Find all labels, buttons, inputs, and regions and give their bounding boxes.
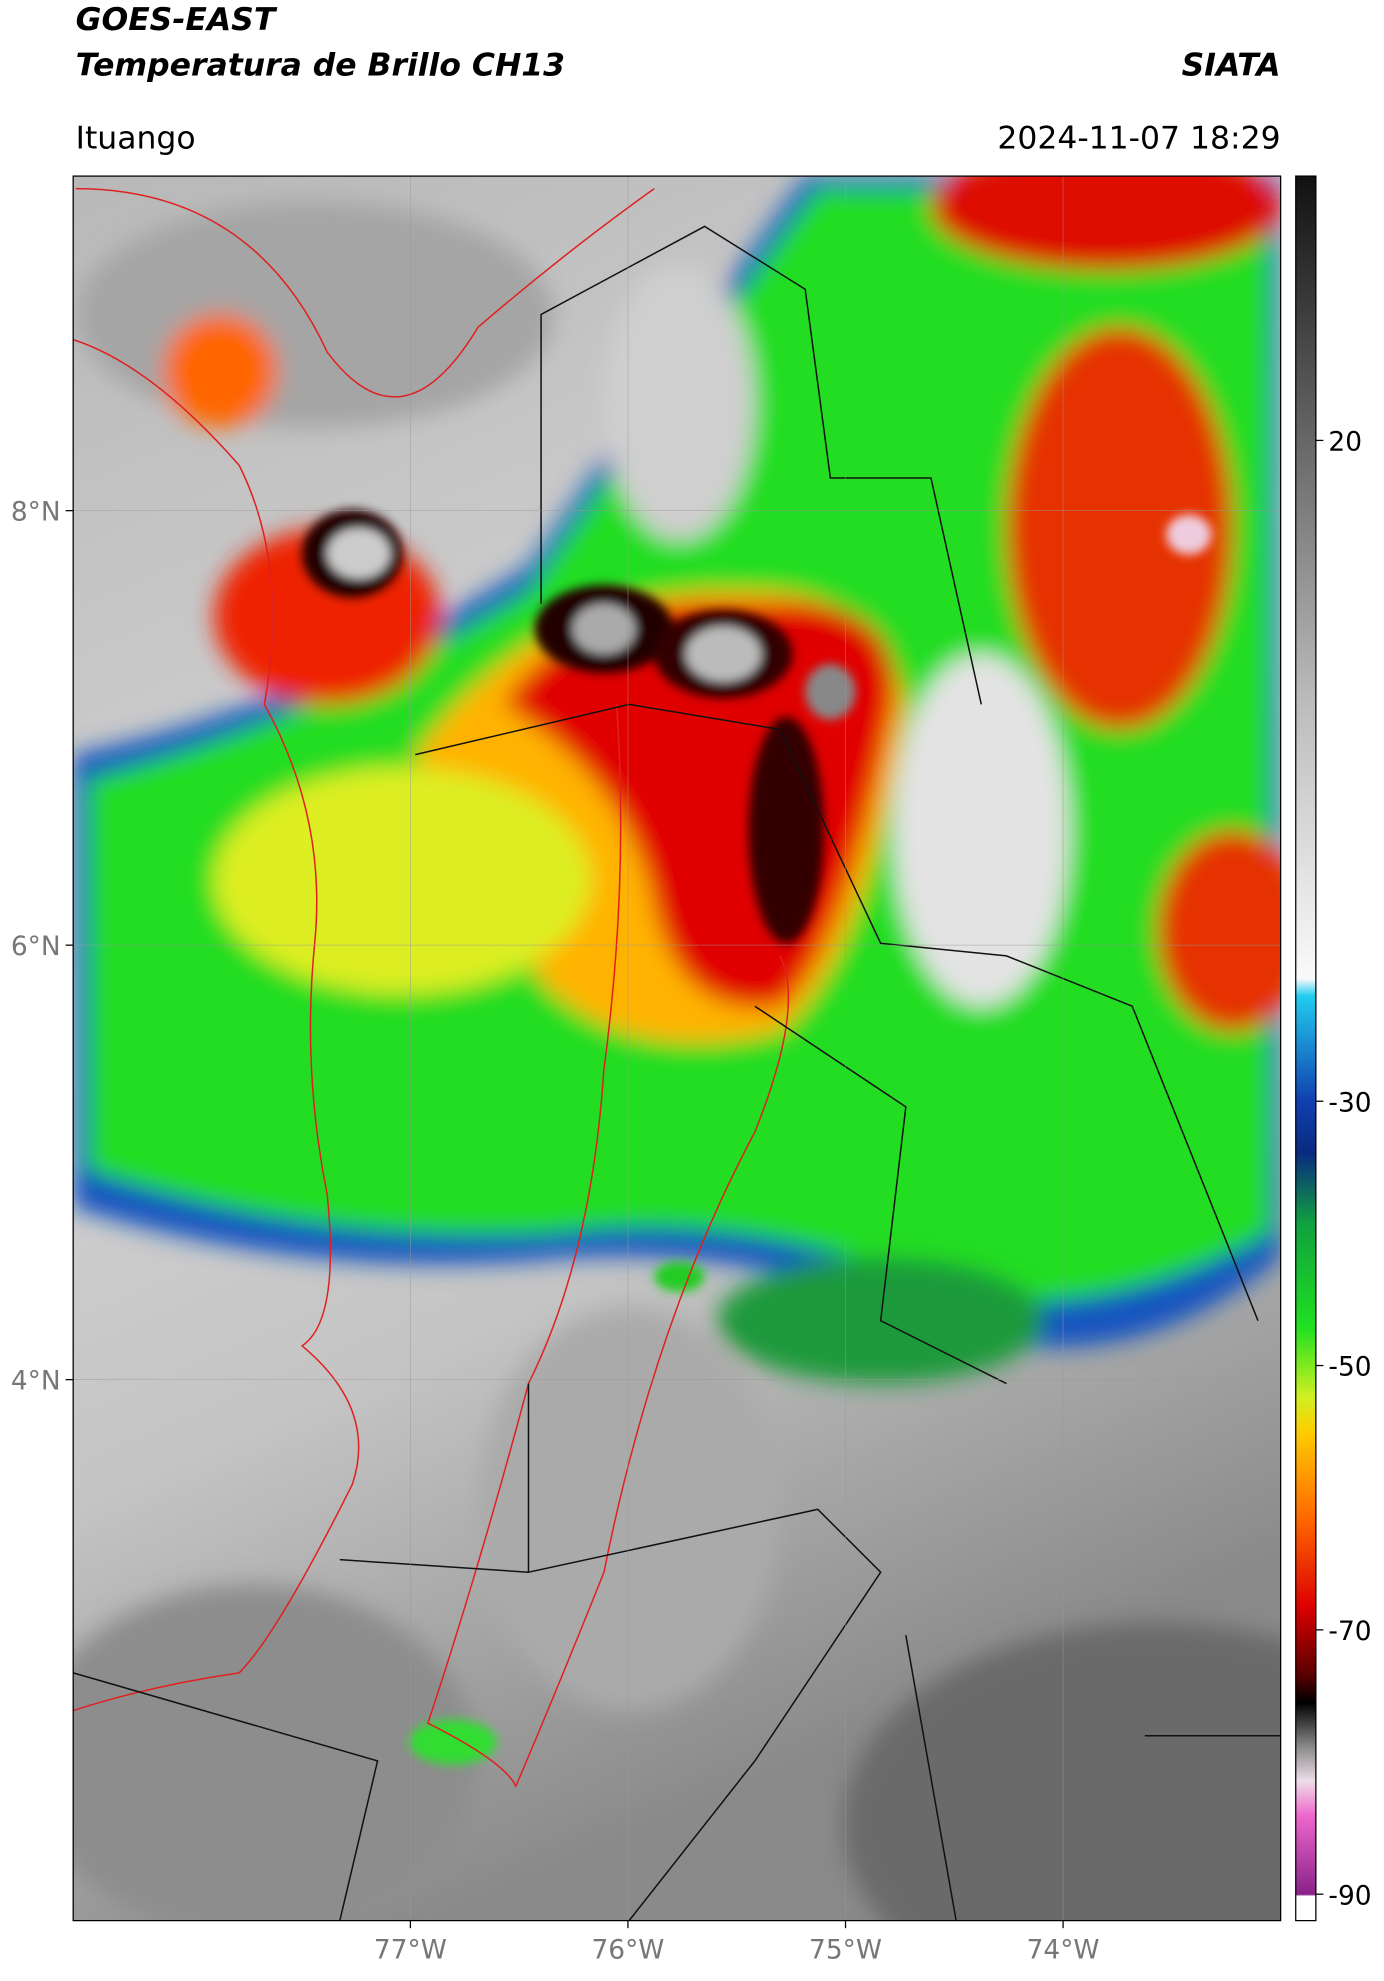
colorbar-tick-label: -30 bbox=[1328, 1087, 1371, 1118]
grid bbox=[73, 176, 1281, 1921]
colorbar-tick-label: 20 bbox=[1328, 426, 1362, 457]
title: GOES-EAST bbox=[76, 2, 278, 38]
lat-tick-label: 8°N bbox=[11, 497, 61, 528]
lat-tick-label: 6°N bbox=[11, 931, 61, 962]
lon-tick-label: 75°W bbox=[809, 1934, 882, 1965]
colorbar-tick-label: -90 bbox=[1328, 1880, 1371, 1911]
location: Ituango bbox=[76, 120, 196, 156]
datetime: 2024-11-07 18:29 bbox=[997, 120, 1280, 156]
lon-tick-label: 74°W bbox=[1027, 1934, 1100, 1965]
borders bbox=[73, 187, 1281, 1921]
lon-tick-label: 76°W bbox=[591, 1934, 664, 1965]
colorbar-tick-label: -70 bbox=[1328, 1616, 1371, 1647]
map-frame bbox=[72, 175, 1282, 1922]
colorbar-tick-label: -50 bbox=[1328, 1352, 1371, 1383]
brand: SIATA bbox=[1182, 47, 1281, 83]
lat-tick-label: 4°N bbox=[11, 1366, 61, 1397]
lon-tick-label: 77°W bbox=[374, 1934, 447, 1965]
colorbar bbox=[1295, 175, 1317, 1922]
subtitle: Temperatura de Brillo CH13 bbox=[76, 47, 565, 83]
satellite-image bbox=[73, 176, 1281, 1921]
